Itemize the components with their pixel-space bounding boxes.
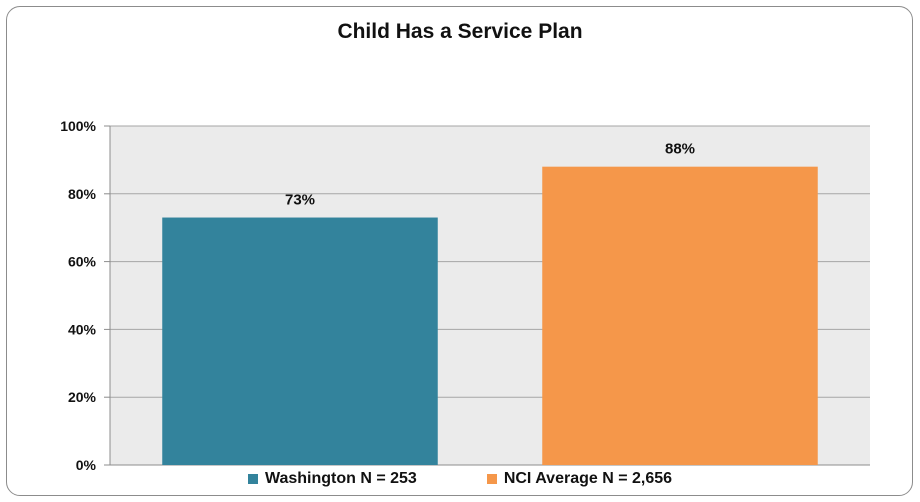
y-tick-label: 40%	[68, 321, 97, 337]
legend-swatch-washington	[247, 474, 258, 484]
bar	[542, 166, 818, 465]
legend-label-washington: Washington N = 253	[264, 470, 417, 487]
legend-item-nci-average: NCI Average N = 2,656	[486, 470, 673, 488]
y-tick-label: 80%	[68, 186, 97, 202]
y-tick-label: 60%	[68, 254, 97, 270]
y-tick-label: 100%	[60, 118, 96, 134]
data-label: 88%	[665, 141, 695, 158]
y-tick-label: 0%	[76, 457, 97, 473]
chart-title: Child Has a Service Plan	[337, 20, 583, 43]
data-label: 73%	[285, 192, 315, 209]
legend-item-washington: Washington N = 253	[247, 470, 417, 488]
legend-swatch-nci-average	[486, 474, 497, 484]
bar	[162, 217, 438, 465]
legend-label-nci-average: NCI Average N = 2,656	[503, 470, 673, 487]
y-tick-label: 20%	[68, 389, 97, 405]
legend: Washington N = 253 NCI Average N = 2,656	[0, 470, 920, 488]
